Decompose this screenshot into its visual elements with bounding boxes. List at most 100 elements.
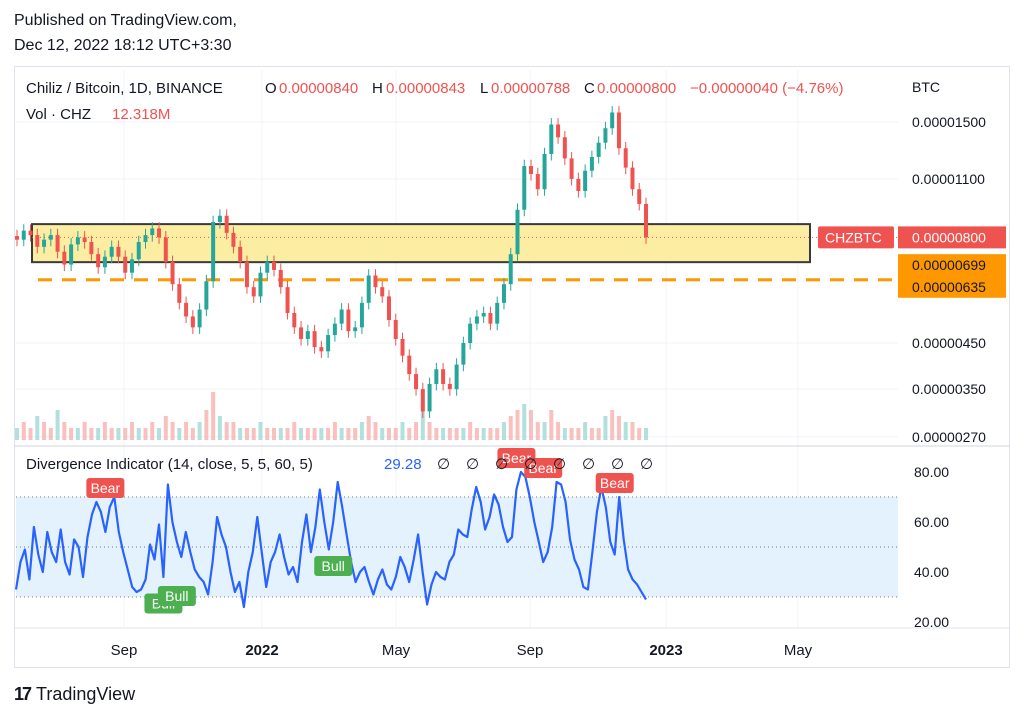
volume-bar [305, 428, 310, 440]
candle-body [278, 269, 283, 288]
volume-bar [556, 422, 561, 440]
candle-body [366, 275, 371, 303]
candle-body [244, 261, 249, 288]
time-axis[interactable]: Sep 2022 May Sep 2023 May [111, 642, 813, 659]
volume-bar [319, 428, 324, 440]
volume-bar [326, 428, 331, 440]
volume-bar [576, 428, 581, 440]
change-value: −0.00000040 (−4.76%) [690, 80, 843, 97]
empty-set-icon: ∅ [553, 456, 566, 473]
volume-bar [75, 428, 80, 440]
volume-bar [157, 428, 162, 440]
bear-signal-badge [86, 478, 125, 498]
volume-bar [265, 428, 270, 440]
volume-bar [109, 428, 114, 440]
volume-bar [62, 422, 67, 440]
candle-body [28, 230, 33, 236]
candle-body [380, 287, 385, 297]
candle-body [35, 235, 40, 247]
candle-body [630, 167, 635, 190]
candle-body [332, 323, 337, 336]
volume-bar [28, 428, 33, 440]
volume-bar [529, 410, 534, 440]
volume-label[interactable]: Vol · CHZ [26, 106, 91, 123]
price-tick-label: 0.00000450 [912, 335, 986, 351]
volume-bar [501, 422, 506, 440]
volume-bar [163, 416, 168, 440]
volume-bar [562, 428, 567, 440]
candle-body [542, 154, 547, 190]
volume-bar [488, 428, 493, 440]
empty-set-icon: ∅ [640, 456, 653, 473]
candle-body [312, 331, 317, 348]
price-axis-labels: CHZBTC 0.00000800 0.00000699 0.00000635 [818, 226, 1006, 298]
volume-bar [82, 422, 87, 440]
empty-value-marks: ∅ ∅ ∅ ∅ ∅ ∅ ∅ ∅ [437, 456, 653, 473]
candle-body [474, 316, 479, 324]
volume-bar [143, 428, 148, 440]
divergence-signals: BearBullBullBullBearBearBear [86, 448, 634, 614]
volume-bar [393, 428, 398, 440]
candle-body [190, 316, 195, 328]
candle-body [353, 327, 358, 332]
empty-set-icon: ∅ [524, 456, 537, 473]
volume-bar [353, 428, 358, 440]
candle-body [400, 338, 405, 356]
volume-bar [55, 410, 60, 440]
candle-body [69, 244, 74, 265]
volume-bar [89, 428, 94, 440]
candle-body [136, 242, 141, 260]
volume-bar [434, 428, 439, 440]
candle-body [170, 261, 175, 285]
volume-bar [427, 422, 432, 440]
candle-body [637, 189, 642, 204]
candle-body [461, 343, 466, 365]
candlestick-series [15, 106, 648, 418]
volume-bar [495, 428, 500, 440]
candle-body [556, 124, 561, 138]
candle-body [184, 302, 189, 317]
volume-bar [116, 428, 121, 440]
candle-body [75, 237, 80, 245]
candle-body [163, 237, 168, 262]
volume-bar [258, 422, 263, 440]
indicator-title[interactable]: Divergence Indicator (14, close, 5, 5, 6… [26, 456, 313, 473]
volume-bar [197, 422, 202, 440]
bull-signal-badge [157, 586, 196, 606]
candle-body [305, 331, 310, 339]
candle-body [109, 246, 114, 257]
volume-bar [69, 428, 74, 440]
volume-bar [610, 410, 615, 440]
volume-bar [285, 428, 290, 440]
volume-bar [637, 428, 642, 440]
candle-body [238, 246, 243, 262]
indicator-value: 29.28 [384, 456, 422, 473]
candle-body [123, 256, 128, 273]
candle-body [157, 228, 162, 238]
candle-body [434, 369, 439, 384]
candle-body [386, 296, 391, 321]
dashed-level-text: 0.00000635 [912, 279, 986, 295]
support-resistance-zone[interactable] [31, 223, 811, 264]
empty-set-icon: ∅ [495, 456, 508, 473]
candle-body [549, 124, 554, 155]
candle-body [339, 309, 344, 324]
volume-bar [508, 416, 513, 440]
rsi-tick-label: 20.00 [914, 614, 949, 630]
symbol-title[interactable]: Chiliz / Bitcoin, 1D, BINANCE [26, 80, 223, 97]
volume-bar [292, 422, 297, 440]
candle-body [62, 251, 67, 265]
volume-bar [244, 428, 249, 440]
rsi-tick-label: 80.00 [914, 464, 949, 480]
time-tick-label: 2022 [245, 642, 278, 659]
candle-body [55, 235, 60, 252]
candle-body [265, 261, 270, 273]
candle-body [197, 309, 202, 328]
volume-bar [441, 428, 446, 440]
candle-body [569, 158, 574, 179]
volume-bar [150, 422, 155, 440]
close-label: C [584, 80, 595, 97]
volume-bar [184, 422, 189, 440]
candle-body [319, 347, 324, 352]
